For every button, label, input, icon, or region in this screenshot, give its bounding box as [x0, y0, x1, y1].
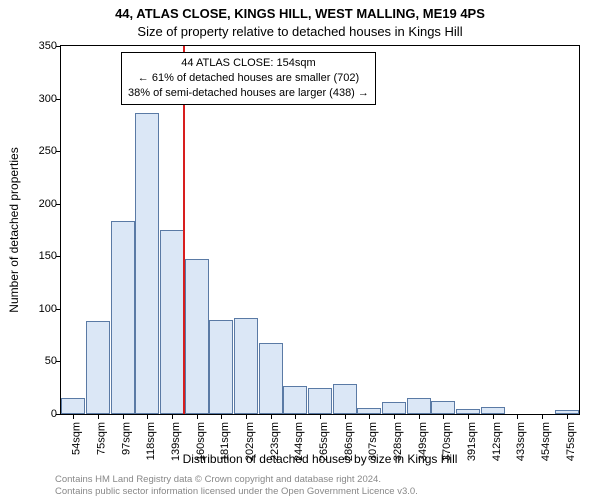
info-line-2: ← 61% of detached houses are smaller (70…	[128, 71, 369, 86]
info-line-1: 44 ATLAS CLOSE: 154sqm	[128, 56, 369, 71]
x-tick-mark	[172, 414, 173, 419]
histogram-bar	[407, 398, 431, 414]
attribution-line-2: Contains public sector information licen…	[55, 486, 590, 498]
histogram-bar	[135, 113, 159, 414]
x-tick-mark	[443, 414, 444, 419]
chart-title-main: 44, ATLAS CLOSE, KINGS HILL, WEST MALLIN…	[0, 6, 600, 21]
x-tick-mark	[73, 414, 74, 419]
histogram-bar	[61, 398, 85, 414]
x-tick-label: 97sqm	[120, 422, 132, 455]
histogram-bar	[209, 320, 233, 414]
plot-area: 05010015020025030035054sqm75sqm97sqm118s…	[60, 45, 580, 415]
x-tick-mark	[517, 414, 518, 419]
attribution-line-1: Contains HM Land Registry data © Crown c…	[55, 474, 590, 486]
x-tick-mark	[468, 414, 469, 419]
histogram-bar	[234, 318, 258, 414]
x-tick-mark	[320, 414, 321, 419]
x-tick-label: 75sqm	[95, 422, 107, 455]
y-axis-label: Number of detached properties	[7, 147, 21, 312]
histogram-bar	[431, 401, 455, 414]
histogram-bar	[259, 343, 283, 414]
x-tick-mark	[394, 414, 395, 419]
info-line-3: 38% of semi-detached houses are larger (…	[128, 86, 369, 101]
y-tick-mark	[56, 256, 61, 257]
x-tick-mark	[197, 414, 198, 419]
reference-info-box: 44 ATLAS CLOSE: 154sqm ← 61% of detached…	[121, 52, 376, 105]
x-tick-mark	[271, 414, 272, 419]
x-tick-mark	[295, 414, 296, 419]
y-tick-mark	[56, 151, 61, 152]
histogram-bar	[481, 407, 505, 414]
attribution-text: Contains HM Land Registry data © Crown c…	[55, 474, 590, 498]
chart-title-sub: Size of property relative to detached ho…	[0, 24, 600, 39]
x-tick-label: 54sqm	[71, 422, 83, 455]
histogram-bar	[382, 402, 406, 414]
x-tick-mark	[221, 414, 222, 419]
histogram-bar	[333, 384, 357, 414]
x-tick-mark	[419, 414, 420, 419]
x-tick-mark	[246, 414, 247, 419]
y-tick-mark	[56, 414, 61, 415]
x-tick-mark	[147, 414, 148, 419]
histogram-bar	[111, 221, 135, 414]
histogram-bar	[86, 321, 110, 414]
histogram-bar	[308, 388, 332, 414]
chart-container: 44, ATLAS CLOSE, KINGS HILL, WEST MALLIN…	[0, 0, 600, 500]
x-tick-mark	[567, 414, 568, 419]
x-tick-mark	[542, 414, 543, 419]
y-tick-mark	[56, 99, 61, 100]
x-tick-mark	[123, 414, 124, 419]
histogram-bar	[185, 259, 209, 414]
y-tick-mark	[56, 204, 61, 205]
y-tick-mark	[56, 309, 61, 310]
x-tick-mark	[345, 414, 346, 419]
histogram-bar	[283, 386, 307, 414]
x-tick-mark	[493, 414, 494, 419]
histogram-bar	[160, 230, 184, 414]
x-tick-mark	[369, 414, 370, 419]
y-tick-mark	[56, 46, 61, 47]
y-tick-mark	[56, 361, 61, 362]
x-axis-label: Distribution of detached houses by size …	[60, 452, 580, 466]
x-tick-mark	[98, 414, 99, 419]
